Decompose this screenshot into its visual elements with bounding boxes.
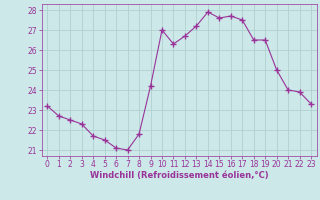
X-axis label: Windchill (Refroidissement éolien,°C): Windchill (Refroidissement éolien,°C) [90, 171, 268, 180]
